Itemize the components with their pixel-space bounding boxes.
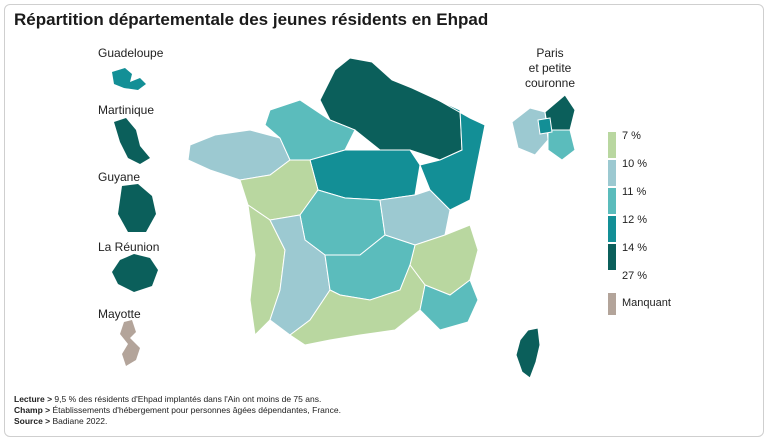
legend-missing-label: Manquant <box>622 297 671 309</box>
label-mayotte: Mayotte <box>98 307 141 321</box>
legend-tick-4: 12 % <box>622 214 648 226</box>
legend-swatch-2 <box>608 160 616 186</box>
metropolitan-france <box>187 57 486 346</box>
legend-swatch-4 <box>608 216 616 242</box>
la-reunion-shape <box>112 254 158 292</box>
region-south <box>289 263 426 346</box>
martinique-shape <box>114 118 150 164</box>
paris-inset-label-line1: Paris <box>536 46 564 60</box>
note-champ-key: Champ > <box>14 405 51 415</box>
legend-tick-1: 7 % <box>622 130 641 142</box>
note-source-text: Badiane 2022. <box>50 416 108 426</box>
legend-tick-6: 27 % <box>622 270 648 282</box>
paris-inset-label: Paris et petite couronne <box>510 46 590 91</box>
paris-inset-east <box>547 129 576 161</box>
label-la-reunion: La Réunion <box>98 240 160 254</box>
paris-inset-label-line2: et petite <box>528 61 572 75</box>
note-champ: Champ > Établissements d'hébergement pou… <box>14 405 341 416</box>
label-guyane: Guyane <box>98 170 141 184</box>
legend-swatch-3 <box>608 188 616 214</box>
note-lecture-key: Lecture > <box>14 394 53 404</box>
label-guadeloupe: Guadeloupe <box>98 46 164 60</box>
guadeloupe-shape <box>112 68 146 90</box>
region-provence <box>419 279 479 331</box>
note-champ-text: Établissements d'hébergement pour person… <box>50 405 341 415</box>
legend-swatch-5 <box>608 244 616 270</box>
mayotte-shape <box>120 320 140 366</box>
paris-inset-centre <box>537 117 553 135</box>
paris-inset <box>511 94 576 161</box>
notes: Lecture > 9,5 % des résidents d'Ehpad im… <box>14 394 341 427</box>
note-source: Source > Badiane 2022. <box>14 416 341 427</box>
note-lecture-text: 9,5 % des résidents d'Ehpad implantés da… <box>52 394 322 404</box>
note-lecture: Lecture > 9,5 % des résidents d'Ehpad im… <box>14 394 341 405</box>
map-title: Répartition départementale des jeunes ré… <box>14 10 489 29</box>
legend-tick-3: 11 % <box>622 186 647 198</box>
legend-tick-5: 14 % <box>622 242 648 254</box>
note-source-key: Source > <box>14 416 51 426</box>
corsica <box>515 327 541 379</box>
legend-tick-2: 10 % <box>622 158 648 170</box>
legend-swatch-1 <box>608 132 616 158</box>
legend-missing-swatch <box>608 293 616 315</box>
paris-inset-label-line3: couronne <box>524 76 576 90</box>
guyane-shape <box>118 184 156 232</box>
label-martinique: Martinique <box>98 103 155 117</box>
